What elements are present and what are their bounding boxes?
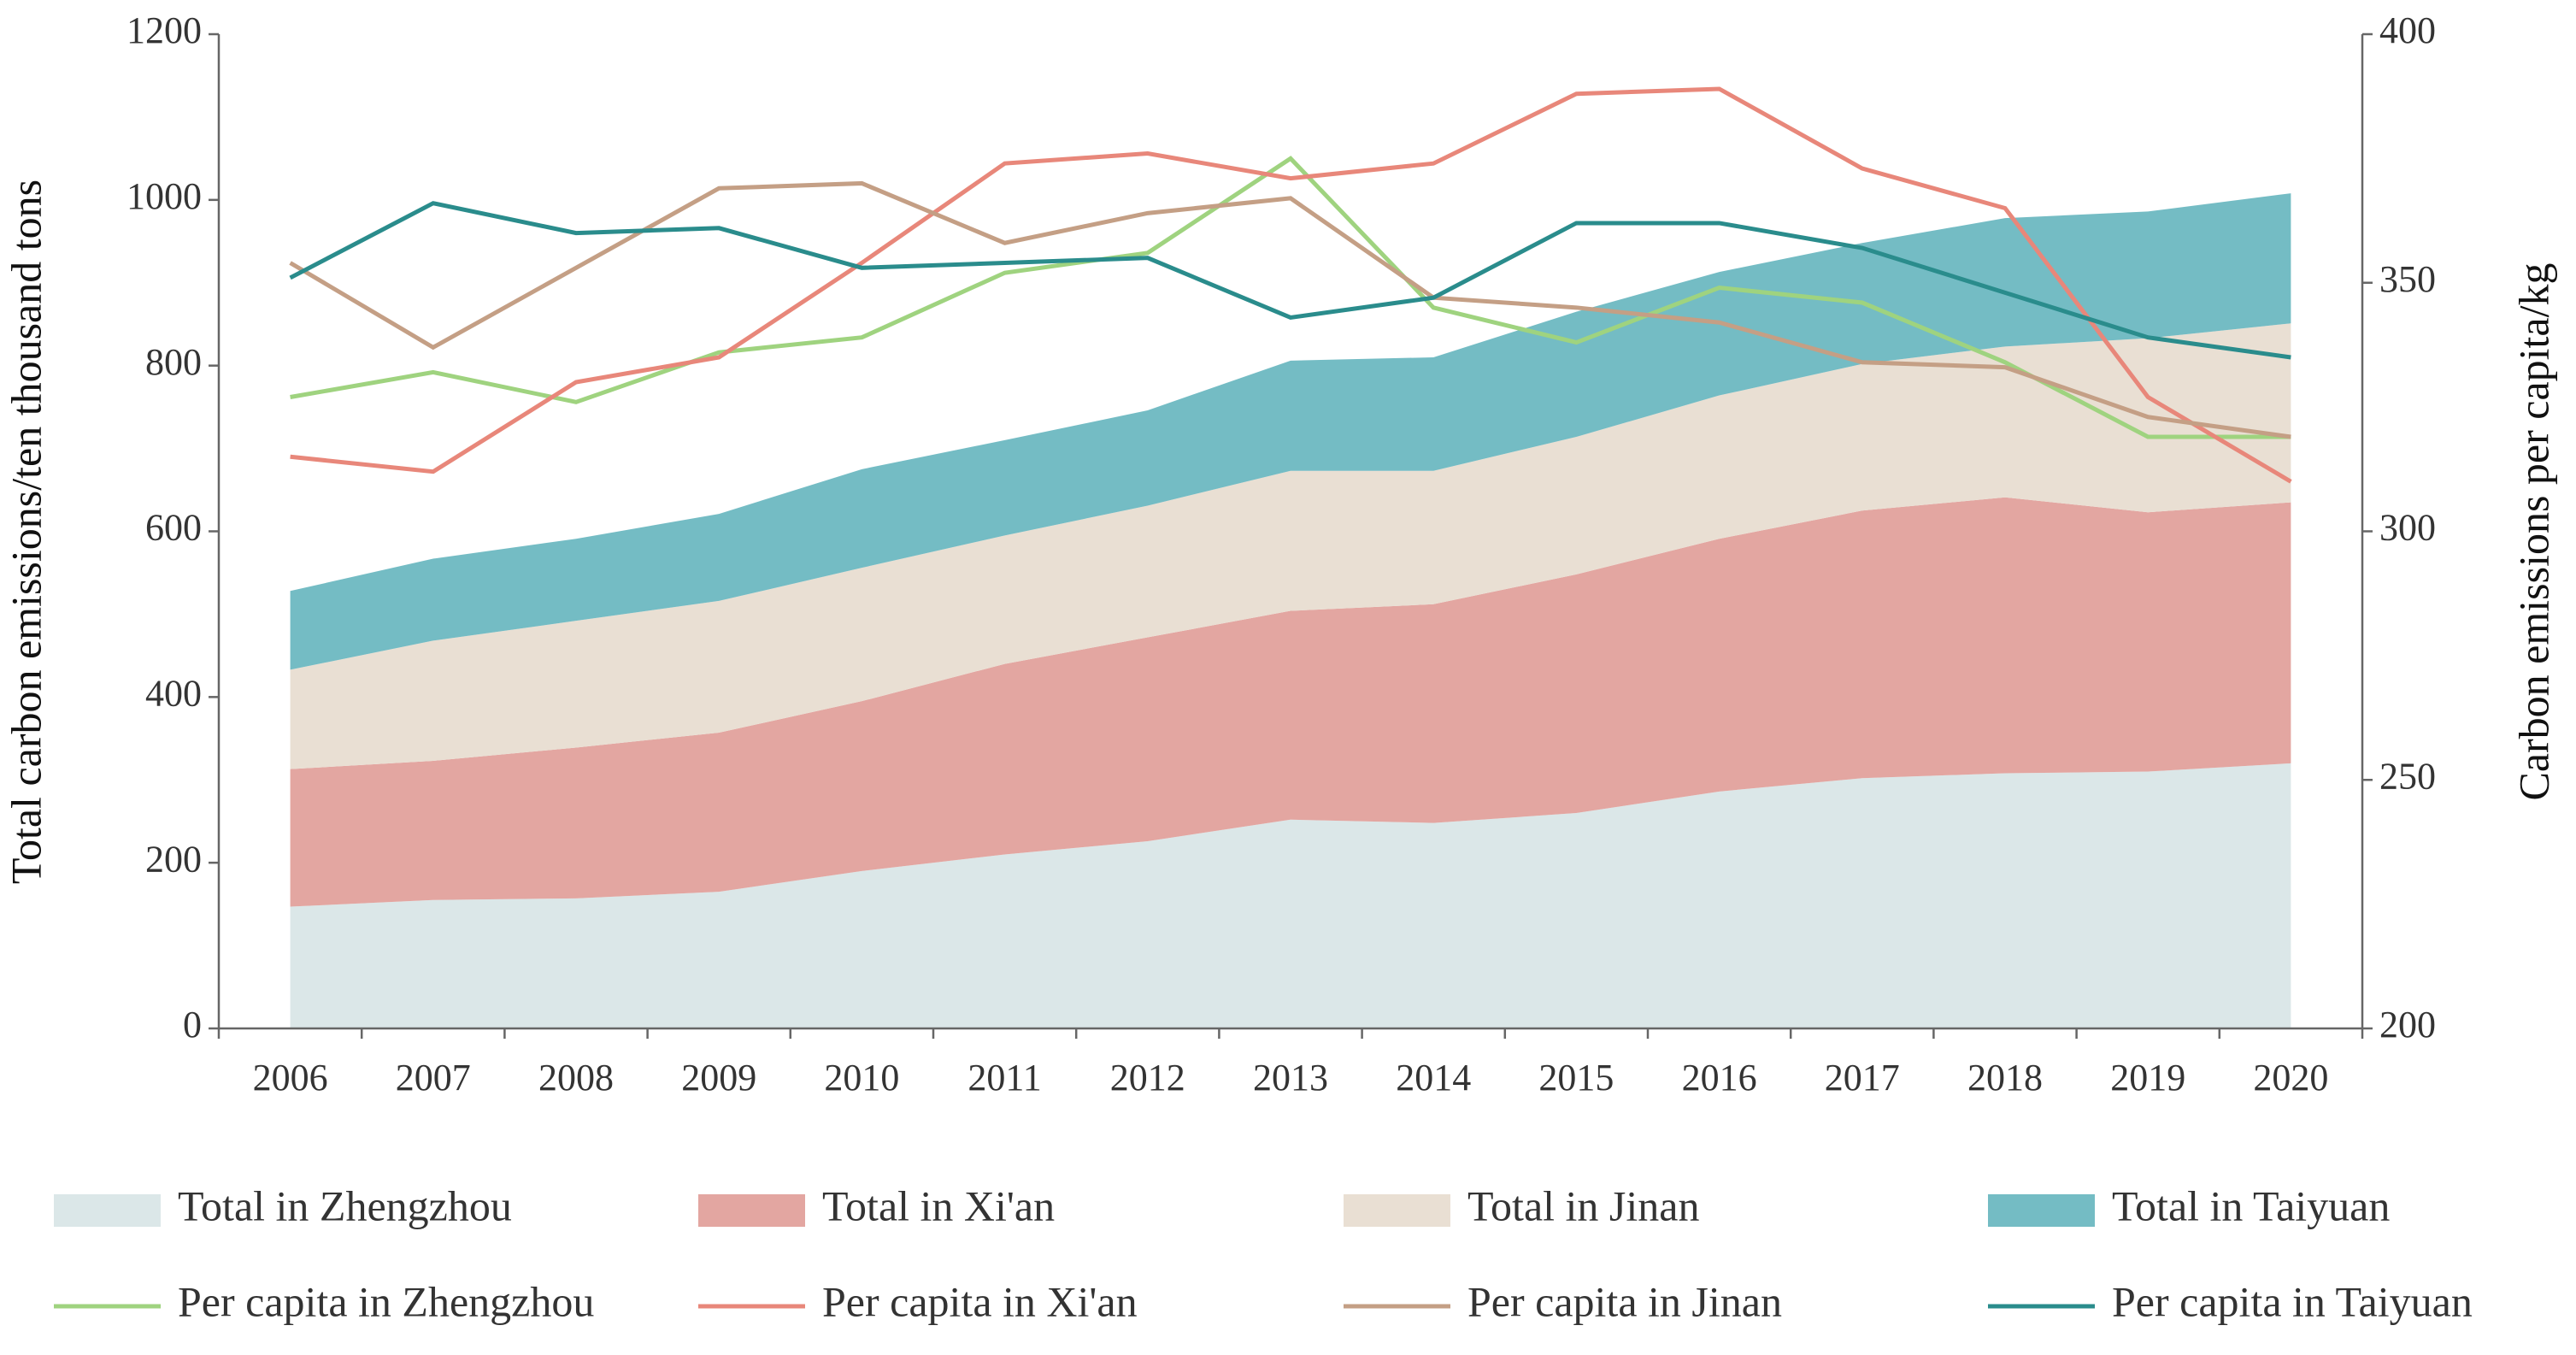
area	[290, 193, 2291, 670]
legend-swatch	[1344, 1194, 1450, 1227]
x-tick-label: 2015	[1538, 1057, 1614, 1099]
line	[290, 86, 2292, 484]
y2-axis-title: Carbon emissions per capita/kg	[2509, 262, 2557, 800]
y2-tick-label: 300	[2379, 507, 2436, 549]
x-tick-label: 2017	[1825, 1057, 1900, 1099]
lines	[289, 86, 2292, 484]
y-tick-label: 600	[145, 507, 202, 549]
line	[289, 201, 2291, 360]
x-tick-label: 2010	[824, 1057, 899, 1099]
y-tick-label: 200	[145, 838, 202, 880]
x-tick-label: 2019	[2110, 1057, 2185, 1099]
x-tick-label: 2007	[396, 1057, 471, 1099]
y-tick-label: 0	[183, 1004, 202, 1046]
x-tick-label: 2014	[1396, 1057, 1471, 1099]
legend-label: Total in Jinan	[1467, 1181, 1699, 1229]
y-axis-title: Total carbon emissions/ten thousand tons	[2, 180, 50, 884]
y-tick-label: 1000	[126, 175, 202, 217]
y-tick-label: 400	[145, 672, 202, 714]
y-tick-label: 1200	[126, 9, 202, 51]
y2-tick-label: 350	[2379, 258, 2436, 300]
legend-label: Per capita in Xi'an	[822, 1277, 1138, 1325]
x-tick-label: 2009	[681, 1057, 756, 1099]
legend-label: Per capita in Taiyuan	[2112, 1277, 2473, 1325]
line	[289, 180, 2291, 439]
x-tick-label: 2008	[538, 1057, 614, 1099]
area	[290, 763, 2291, 1028]
line	[290, 156, 2291, 439]
x-tick-label: 2012	[1110, 1057, 1185, 1099]
y2-tick-label: 200	[2379, 1004, 2436, 1046]
x-tick-label: 2016	[1682, 1057, 1757, 1099]
legend-swatch	[54, 1194, 161, 1227]
x-tick-label: 2006	[253, 1057, 328, 1099]
y2-tick-label: 250	[2379, 755, 2436, 797]
y-tick-label: 800	[145, 341, 202, 383]
legend-label: Total in Taiyuan	[2112, 1181, 2390, 1229]
y2-tick-label: 400	[2379, 9, 2436, 51]
legend-swatch	[698, 1194, 805, 1227]
legend-swatch	[1988, 1194, 2095, 1227]
area	[290, 497, 2291, 907]
legend-label: Per capita in Jinan	[1467, 1277, 1782, 1325]
x-tick-label: 2011	[967, 1057, 1041, 1099]
legend-label: Per capita in Zhengzhou	[178, 1277, 594, 1325]
x-tick-label: 2013	[1253, 1057, 1328, 1099]
x-tick-label: 2018	[1967, 1057, 2043, 1099]
area	[290, 323, 2291, 769]
legend-label: Total in Xi'an	[822, 1181, 1055, 1229]
areas	[290, 193, 2291, 1028]
x-tick-label: 2020	[2253, 1057, 2328, 1099]
legend-label: Total in Zhengzhou	[178, 1181, 512, 1229]
